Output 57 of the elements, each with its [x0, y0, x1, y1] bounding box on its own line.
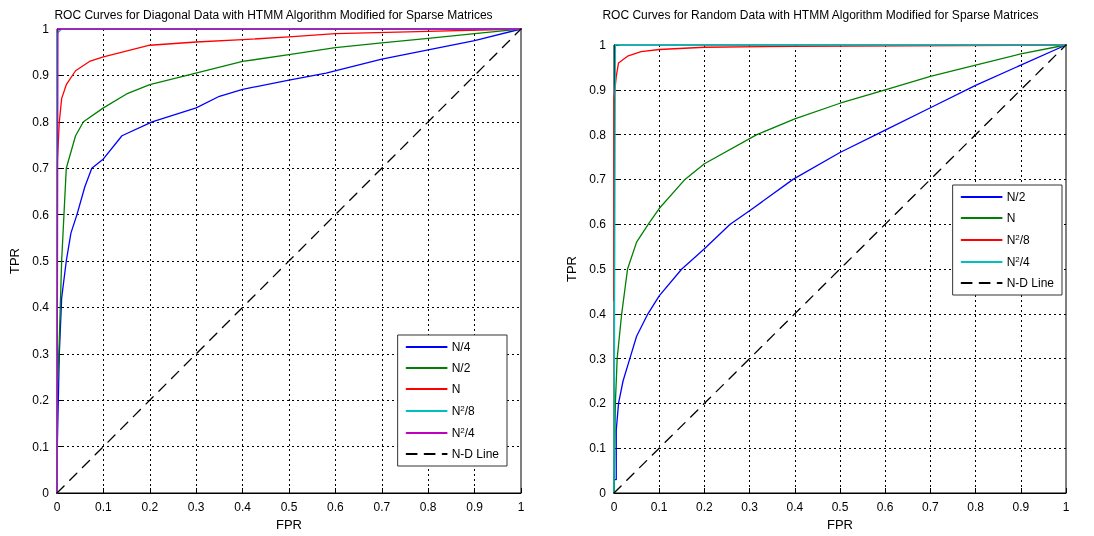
y-tick-label: 0.7 [32, 161, 50, 176]
x-tick-label: 0.4 [234, 500, 252, 514]
x-tick-label: 0.7 [922, 500, 940, 514]
x-tick-label: 0.7 [373, 500, 391, 514]
legend-label: N [451, 382, 461, 396]
y-tick-label: 0.5 [589, 262, 607, 276]
x-tick-label: 1 [517, 500, 525, 514]
y-tick-label: 0.4 [32, 300, 50, 315]
y-axis-title: TPR [564, 256, 580, 282]
legend-label: N-D Line [1006, 276, 1055, 290]
y-tick-label: 0 [42, 486, 50, 500]
y-tick-label: 0.1 [32, 439, 50, 454]
y-tick-label: 0.3 [589, 351, 607, 366]
x-tick-label: 0.8 [419, 500, 437, 514]
y-tick-label: 0.4 [589, 306, 607, 321]
y-tick-label: 0.6 [32, 207, 50, 222]
x-tick-label: 0.3 [187, 500, 205, 514]
legend-label: N/2 [1006, 190, 1026, 204]
chart-title: ROC Curves for Random Data with HTMM Algorithm Modified for Sparse Matrices [602, 8, 1039, 22]
y-tick-label: 1 [599, 38, 607, 52]
x-tick-label: 0.5 [280, 500, 298, 514]
y-tick-label: 0.3 [32, 346, 50, 361]
x-tick-label: 0 [610, 500, 618, 514]
y-tick-label: 0.7 [589, 172, 607, 187]
y-tick-label: 0.8 [32, 114, 50, 129]
y-tick-label: 0.1 [589, 441, 607, 456]
x-tick-label: 0.5 [831, 500, 849, 514]
y-axis-title: TPR [7, 248, 23, 274]
x-tick-label: 0.2 [696, 500, 714, 514]
y-tick-label: 0.2 [589, 396, 607, 411]
legend-label: N/4 [451, 340, 471, 354]
y-tick-label: 0.2 [32, 393, 50, 408]
y-tick-label: 0.5 [32, 254, 50, 268]
x-tick-label: 0.1 [95, 500, 113, 514]
x-tick-label: 0.6 [327, 500, 345, 514]
y-tick-label: 0.9 [32, 68, 50, 83]
x-tick-label: 0.8 [967, 500, 985, 514]
legend-label: N/2 [451, 361, 471, 375]
x-tick-label: 0.9 [466, 500, 484, 514]
y-tick-label: 0 [599, 486, 607, 500]
y-tick-label: 0.9 [589, 82, 607, 97]
y-tick-label: 0.8 [589, 127, 607, 142]
y-tick-label: 0.6 [589, 217, 607, 232]
y-tick-label: 1 [42, 22, 50, 36]
x-axis-title: FPR [827, 516, 853, 532]
x-tick-label: 0.3 [741, 500, 759, 514]
legend-label: N-D Line [451, 447, 500, 461]
x-tick-label: 1 [1062, 500, 1070, 514]
x-tick-label: 0.2 [141, 500, 159, 514]
x-tick-label: 0.6 [876, 500, 894, 514]
x-tick-label: 0.9 [1012, 500, 1030, 514]
x-tick-label: 0 [53, 500, 61, 514]
chart-title: ROC Curves for Diagonal Data with HTMM Algorithm Modified for Sparse Matrices [54, 8, 493, 22]
legend-label: N [1006, 211, 1016, 225]
x-tick-label: 0.1 [650, 500, 668, 514]
x-tick-label: 0.4 [786, 500, 804, 514]
x-axis-title: FPR [276, 516, 302, 532]
